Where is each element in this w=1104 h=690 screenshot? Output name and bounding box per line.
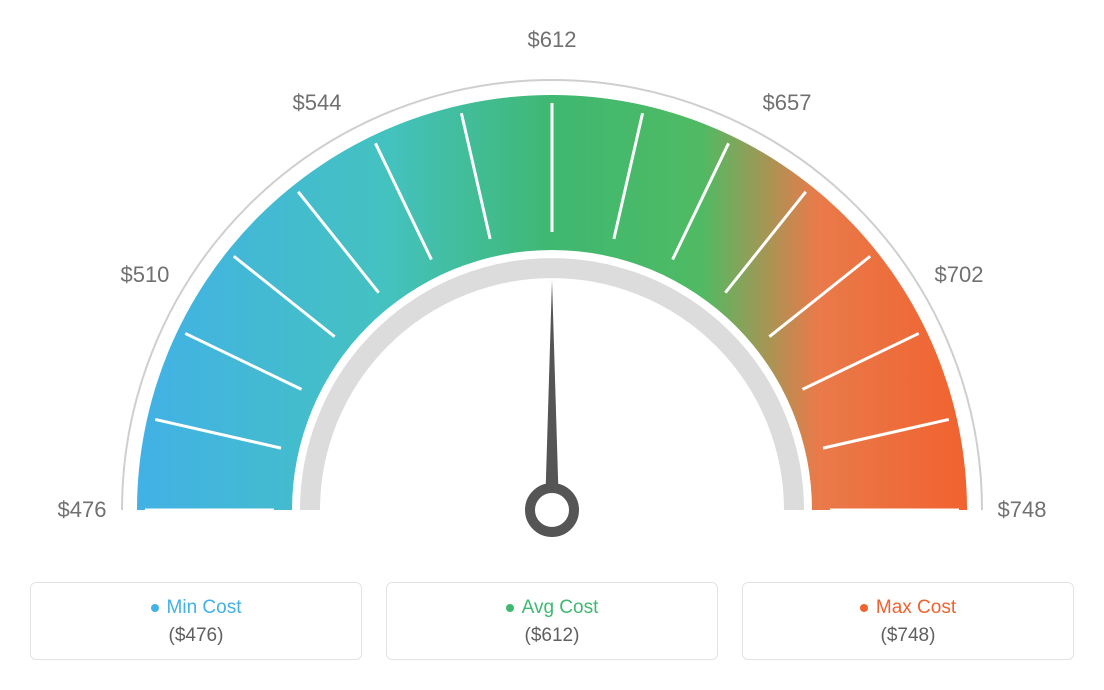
legend-title-min: Min Cost: [151, 597, 242, 619]
legend-dot-max: [860, 604, 868, 612]
legend-value-avg: ($612): [397, 625, 707, 647]
scale-label: $612: [528, 27, 577, 53]
legend-row: Min Cost ($476) Avg Cost ($612) Max Cost…: [0, 582, 1104, 660]
legend-card-min: Min Cost ($476): [30, 582, 362, 660]
legend-title-avg: Avg Cost: [506, 597, 599, 619]
legend-label-avg: Avg Cost: [522, 597, 599, 619]
legend-dot-avg: [506, 604, 514, 612]
scale-label: $476: [58, 497, 107, 523]
scale-label: $510: [120, 262, 169, 288]
legend-title-max: Max Cost: [860, 597, 956, 619]
legend-value-min: ($476): [41, 625, 351, 647]
legend-value-max: ($748): [753, 625, 1063, 647]
gauge-area: $476 $510 $544 $612 $657 $702 $748: [0, 0, 1104, 560]
scale-label: $657: [763, 90, 812, 116]
legend-card-avg: Avg Cost ($612): [386, 582, 718, 660]
scale-label: $748: [998, 497, 1047, 523]
gauge-cost-widget: $476 $510 $544 $612 $657 $702 $748 Min Cost ($…: [0, 0, 1104, 690]
scale-label: $702: [935, 262, 984, 288]
legend-dot-min: [151, 604, 159, 612]
gauge-svg: [0, 10, 1104, 570]
scale-label: $544: [293, 90, 342, 116]
legend-card-max: Max Cost ($748): [742, 582, 1074, 660]
legend-label-min: Min Cost: [167, 597, 242, 619]
legend-label-max: Max Cost: [876, 597, 956, 619]
